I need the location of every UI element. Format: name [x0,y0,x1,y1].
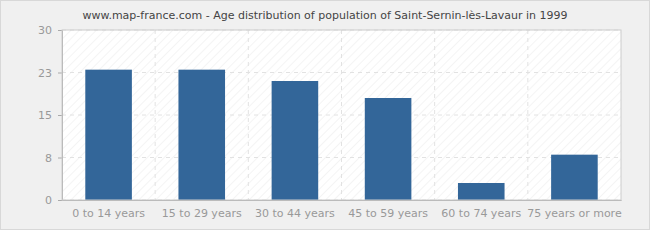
x-tick-label: 60 to 74 years [441,207,521,220]
y-tick: 8 [45,152,62,165]
x-tick-label: 75 years or more [527,207,622,220]
grid-line-vertical [434,30,435,200]
y-axis: 0 8 15 23 30 [38,24,63,207]
x-axis: 0 to 14 years 15 to 29 years 30 to 44 year… [63,200,622,220]
x-tick: 30 to 44 years [255,200,335,220]
title: www.map-france.com - Age distribution of… [82,9,567,22]
y-tick: 0 [45,194,62,207]
y-tick-mark [58,30,62,31]
x-tick: 45 to 59 years [348,200,428,220]
y-tick-label: 23 [38,67,52,80]
background [1,1,650,230]
y-tick-label: 30 [38,24,52,37]
y-tick: 15 [38,109,62,122]
grid-line-vertical [248,30,249,200]
y-tick-mark [58,200,62,201]
plot-frame [62,30,621,200]
bar [365,98,412,200]
y-tick-mark [58,158,62,159]
grid-line [62,115,621,116]
grid [62,30,621,200]
y-tick-label: 8 [45,152,52,165]
y-tick-mark [58,115,62,116]
bar [458,183,505,200]
grid-line [62,157,621,158]
chart: www.map-france.com - Age distribution of… [0,0,650,230]
bar [178,70,225,200]
y-tick-label: 15 [38,109,52,122]
grid-line-vertical [341,30,342,200]
x-tick-label: 15 to 29 years [162,207,242,220]
bar [272,81,319,200]
x-tick-label: 0 to 14 years [72,207,145,220]
y-tick: 23 [38,67,62,80]
plot-area [62,30,621,200]
x-tick: 60 to 74 years [441,200,521,220]
grid-line-vertical [527,30,528,200]
y-tick: 30 [38,24,62,37]
bar [551,155,598,200]
x-tick: 0 to 14 years [72,200,145,220]
grid-line-vertical [155,30,156,200]
x-tick-label: 30 to 44 years [255,207,335,220]
x-tick-label: 45 to 59 years [348,207,428,220]
x-tick: 75 years or more [527,200,622,220]
plot: 0 8 15 23 30 0 to 14 years 15 to 29 years 30 to… [38,24,622,220]
y-tick-label: 0 [45,194,52,207]
bar [85,70,132,200]
bars [85,70,597,200]
x-tick: 15 to 29 years [162,200,242,220]
y-tick-mark [58,73,62,74]
